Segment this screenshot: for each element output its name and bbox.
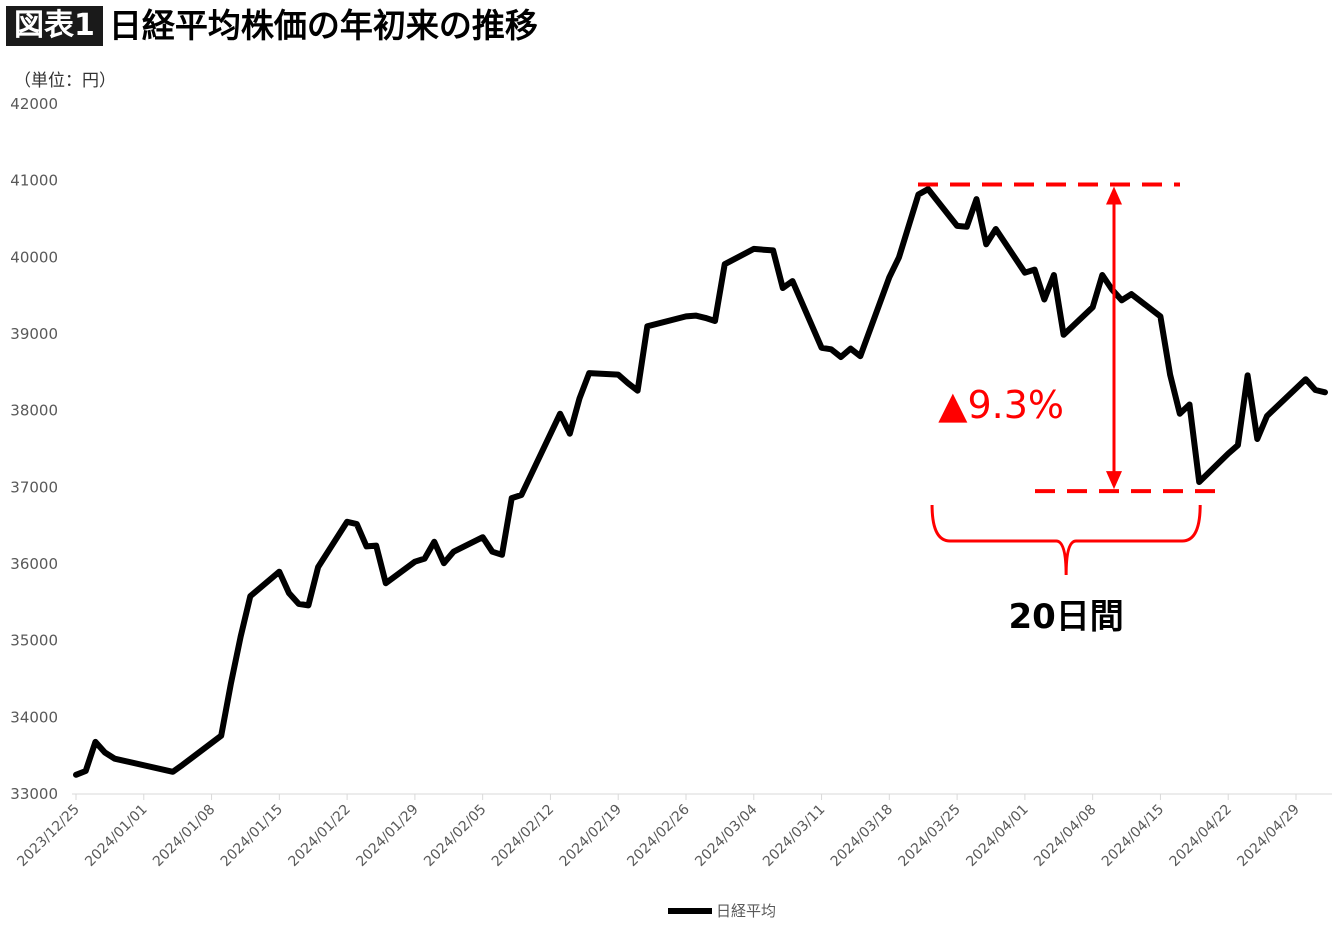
x-tick-label: 2024/04/08: [1031, 802, 1099, 870]
x-tick-label: 2024/02/26: [624, 801, 692, 869]
y-tick-label: 38000: [10, 402, 58, 420]
y-tick-label: 36000: [10, 555, 58, 573]
legend-swatch: [668, 907, 712, 914]
series-line-nikkei: [73, 186, 1328, 778]
x-tick-label: 2024/04/15: [1099, 802, 1167, 870]
y-tick-label: 35000: [10, 632, 58, 650]
unit-label: （単位：円）: [14, 71, 116, 91]
x-tick-label: 2024/01/22: [286, 802, 354, 870]
drop-arrow-head-down: [1106, 471, 1122, 490]
x-tick-label: 2024/01/01: [82, 802, 150, 870]
figure-badge: 図表1: [6, 6, 103, 46]
x-tick-label: 2024/04/01: [963, 802, 1031, 870]
x-tick-label: 2024/02/12: [489, 802, 557, 870]
title-row: 図表1 日経平均株価の年初来の推移: [6, 4, 538, 48]
drop-percent-label: ▲9.3%: [938, 383, 1064, 427]
x-tick-label: 2024/03/25: [896, 802, 964, 870]
y-tick-label: 41000: [10, 172, 58, 190]
x-tick-label: 2023/12/25: [14, 802, 82, 870]
x-tick-label: 2024/04/22: [1167, 802, 1235, 870]
y-tick-label: 40000: [10, 248, 58, 266]
x-tick-label: 2024/01/29: [353, 802, 421, 870]
y-tick-label: 42000: [10, 95, 58, 113]
period-label: 20日間: [1008, 597, 1123, 637]
x-tick-label: 2024/01/15: [218, 802, 286, 870]
x-tick-label: 2024/03/04: [692, 801, 760, 869]
y-tick-label: 33000: [10, 785, 58, 803]
x-tick-label: 2024/03/11: [760, 802, 828, 870]
period-brace: [930, 504, 1202, 576]
legend: 日経平均: [668, 900, 776, 921]
y-tick-label: 39000: [10, 325, 58, 343]
x-tick-label: 2024/01/08: [150, 802, 218, 870]
y-tick-label: 34000: [10, 708, 58, 726]
legend-label: 日経平均: [716, 902, 777, 920]
chart-title: 日経平均株価の年初来の推移: [108, 6, 538, 45]
x-tick-label: 2024/02/05: [421, 802, 489, 870]
y-tick-label: 37000: [10, 478, 58, 496]
x-tick-label: 2024/04/29: [1234, 802, 1302, 870]
drop-arrow-head-up: [1106, 186, 1122, 205]
x-tick-label: 2024/03/18: [828, 802, 896, 870]
x-tick-label: 2024/02/19: [557, 802, 625, 870]
